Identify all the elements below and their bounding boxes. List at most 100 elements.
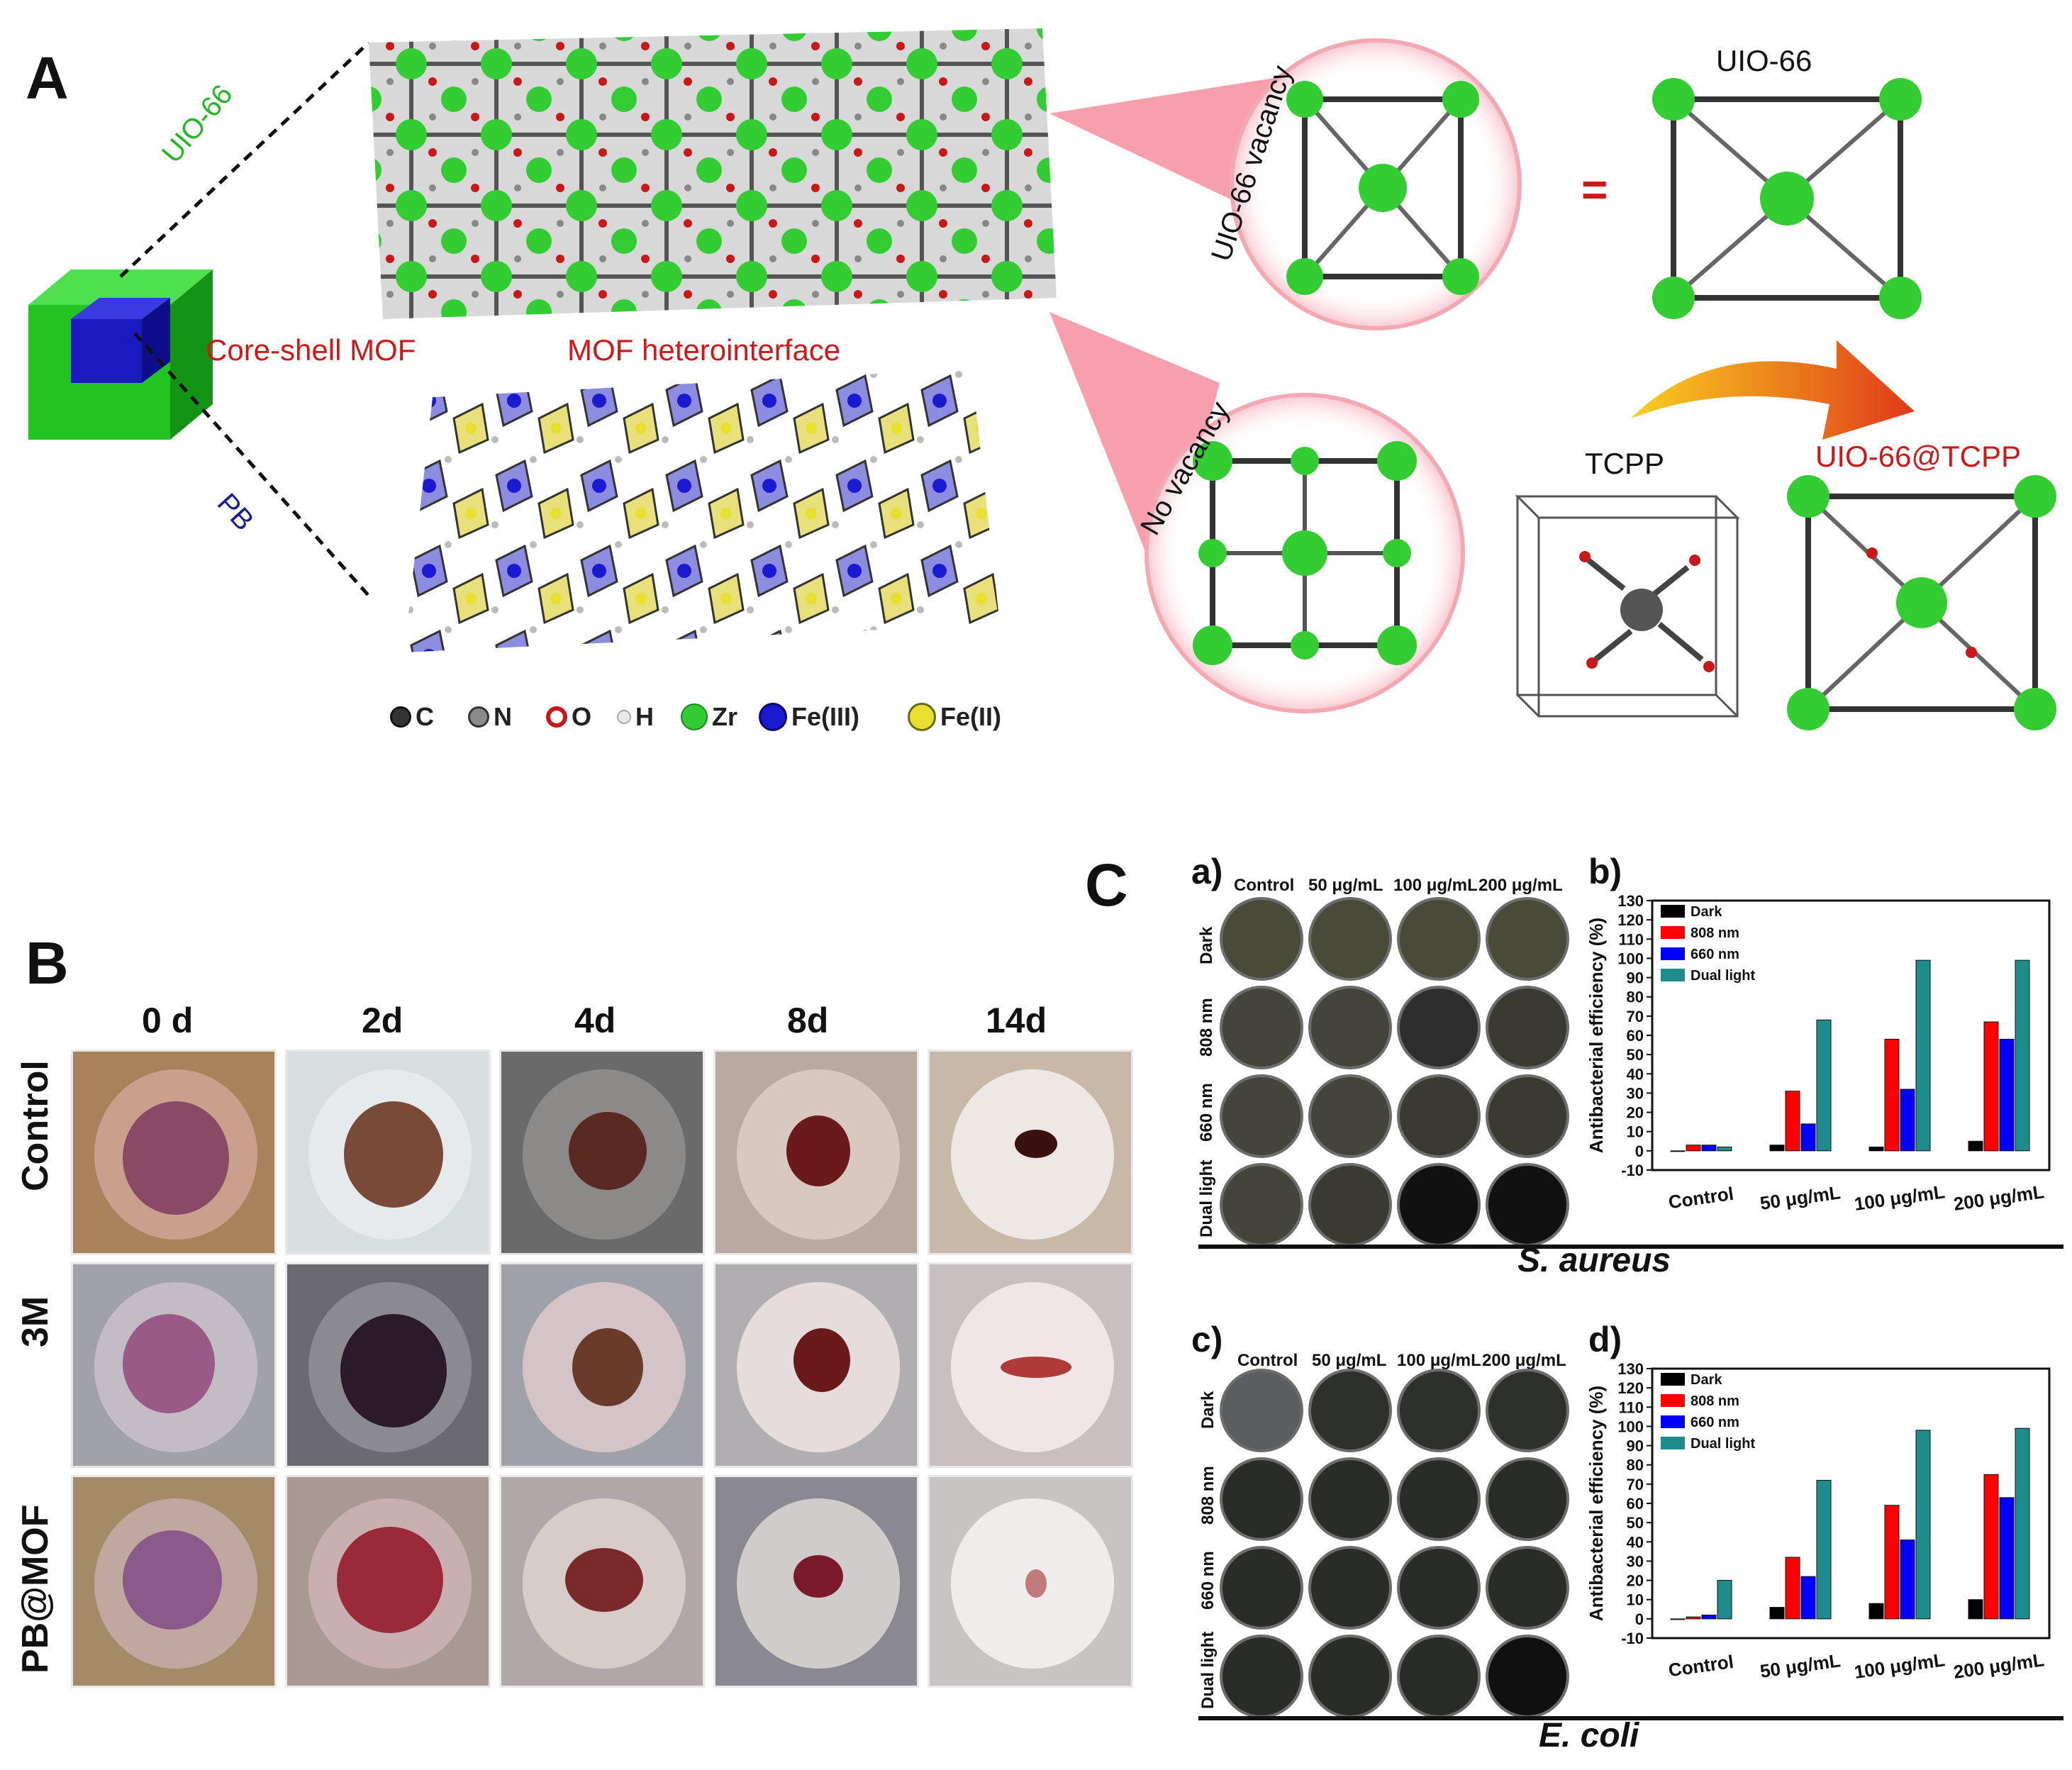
legend-fe2: Fe(II) [908, 702, 1001, 732]
legend-swatch [1661, 905, 1685, 918]
wound-photo [499, 1262, 705, 1468]
y-tick-label: 0 [1635, 1142, 1644, 1160]
wound-photo [285, 1475, 491, 1688]
plate-col-50: 50 μg/mL [1308, 876, 1383, 895]
y-tick-label: 20 [1627, 1104, 1644, 1122]
bar [1968, 1599, 1983, 1620]
wound-photo [71, 1262, 277, 1468]
y-tick-label: 40 [1627, 1533, 1644, 1551]
wound-photo [71, 1050, 277, 1255]
y-tick-label: 60 [1627, 1495, 1644, 1513]
day-0-label: 0 d [142, 1001, 194, 1040]
sub-c-label: c) [1191, 1320, 1223, 1359]
y-axis-label: Antibacterial efficiency (%) [1586, 918, 1607, 1153]
y-tick-label: -10 [1621, 1162, 1644, 1179]
legend-o: O [546, 702, 591, 732]
s-aureus-label: S. aureus [1517, 1242, 1671, 1279]
x-tick-label: 200 μg/mL [1952, 1649, 2046, 1683]
wound-photo [928, 1475, 1133, 1688]
legend-swatch [1661, 1394, 1685, 1407]
uio66-lattice-structure [369, 28, 1057, 319]
agar-plate [1220, 1369, 1303, 1452]
plate-col-control: Control [1234, 876, 1295, 895]
agar-plate [1486, 1163, 1569, 1247]
legend-label: 660 nm [1691, 1415, 1739, 1430]
y-tick-label: 10 [1627, 1591, 1644, 1609]
bar [2015, 959, 2030, 1152]
plate-row-dark-2: Dark [1198, 1391, 1218, 1429]
legend-c: C [390, 702, 434, 732]
tcpp-molecule-structure [1515, 495, 1740, 718]
legend-swatch [1661, 1373, 1685, 1386]
wound-photo [499, 1475, 705, 1688]
hydrogen-atom-icon [617, 710, 631, 724]
agar-plate [1220, 1457, 1303, 1541]
panel-b-letter: B [26, 930, 69, 996]
vacancy-structure [1286, 81, 1479, 295]
plate-row-dark: Dark [1197, 926, 1216, 964]
x-tick-label: 50 μg/mL [1759, 1181, 1842, 1214]
agar-plate [1308, 1369, 1392, 1452]
bar [1816, 1019, 1832, 1152]
y-tick-label: 90 [1627, 1437, 1644, 1455]
bar [1884, 1038, 1900, 1152]
bar [2015, 1427, 2030, 1620]
legend-label: 808 nm [1691, 925, 1739, 941]
agar-plate [1308, 897, 1392, 981]
tcpp-label: TCPP [1585, 447, 1665, 480]
agar-plate [1397, 1546, 1481, 1630]
bar [1686, 1145, 1701, 1152]
bar [1800, 1123, 1816, 1152]
bar [1717, 1146, 1732, 1152]
plate-col-50-2: 50 μg/mL [1312, 1351, 1387, 1370]
heterointerface-label: MOF heterointerface [567, 333, 841, 367]
y-tick-label: 100 [1617, 950, 1644, 967]
bar [1816, 1479, 1832, 1620]
bar [1717, 1580, 1732, 1620]
e-coli-plates-grid [1220, 1369, 1574, 1723]
oxygen-atom-icon [546, 706, 567, 728]
sub-d-label: d) [1588, 1320, 1622, 1359]
plate-row-808: 808 nm [1197, 998, 1216, 1057]
wound-photo [285, 1262, 491, 1468]
y-tick-label: 110 [1619, 930, 1644, 948]
legend-zr: Zr [681, 702, 737, 732]
bar [1769, 1607, 1785, 1620]
wound-photo [71, 1475, 277, 1688]
bar [1999, 1038, 2015, 1152]
group-pbmof-label: PB@MOF [15, 1504, 56, 1674]
nitrogen-atom-icon [468, 706, 489, 728]
legend-swatch [1661, 969, 1685, 981]
y-tick-label: 40 [1627, 1065, 1644, 1083]
agar-plate [1220, 1074, 1303, 1158]
wound-photo [713, 1475, 919, 1688]
equals-sign: = [1581, 164, 1608, 215]
y-tick-label: 130 [1617, 1360, 1644, 1378]
agar-plate [1486, 1074, 1569, 1158]
bar [1670, 1618, 1686, 1620]
pb-lattice-structure [404, 369, 1000, 652]
divider-s-aureus [1198, 1245, 2063, 1249]
bar [1686, 1616, 1701, 1620]
group-control-label: Control [15, 1060, 56, 1191]
plate-col-100-2: 100 μg/mL [1397, 1351, 1481, 1370]
y-tick-label: 130 [1617, 892, 1644, 910]
agar-plate [1486, 1457, 1569, 1541]
bar [1884, 1505, 1900, 1620]
agar-plate [1397, 897, 1481, 981]
y-tick-label: 50 [1627, 1514, 1644, 1532]
plate-row-660-2: 660 nm [1198, 1551, 1218, 1610]
y-tick-label: 60 [1627, 1027, 1644, 1045]
agar-plate [1308, 1163, 1392, 1247]
agar-plate [1486, 986, 1569, 1069]
uio66-tcpp-structure [1787, 475, 2056, 730]
legend-label: Dual light [1691, 1436, 1755, 1452]
bar [1800, 1576, 1816, 1620]
legend-fe3: Fe(III) [759, 702, 859, 732]
sub-b-label: b) [1588, 852, 1622, 891]
legend-label: Dark [1691, 1372, 1722, 1388]
legend-label: 808 nm [1691, 1393, 1739, 1409]
wound-photo [285, 1050, 491, 1255]
